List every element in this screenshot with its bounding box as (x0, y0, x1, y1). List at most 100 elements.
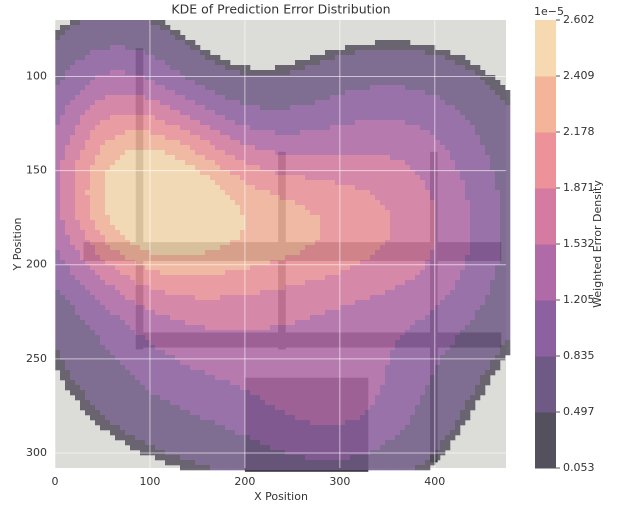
density-cell (305, 250, 310, 255)
density-cell (295, 315, 300, 320)
density-cell (125, 360, 130, 365)
density-cell (190, 235, 195, 240)
density-cell (115, 365, 120, 370)
density-cell (125, 275, 130, 280)
density-cell (210, 385, 215, 390)
density-cell (265, 465, 270, 470)
density-cell (330, 375, 335, 380)
density-cell (270, 290, 275, 295)
density-cell (220, 225, 225, 230)
density-cell (300, 235, 305, 240)
density-cell (315, 410, 320, 415)
density-cell (210, 310, 215, 315)
density-cell (170, 105, 175, 110)
density-cell (255, 85, 260, 90)
density-cell (320, 230, 325, 235)
density-cell (110, 20, 115, 25)
density-cell (70, 115, 75, 120)
density-cell (255, 105, 260, 110)
density-cell (295, 290, 300, 295)
density-cell (100, 330, 105, 335)
density-cell (255, 90, 260, 95)
density-cell (180, 60, 185, 65)
density-cell (245, 365, 250, 370)
density-cell (285, 135, 290, 140)
density-cell (170, 345, 175, 350)
density-cell (180, 255, 185, 260)
density-cell (345, 380, 350, 385)
density-cell (315, 265, 320, 270)
density-cell (275, 310, 280, 315)
density-cell (275, 205, 280, 210)
density-cell (95, 240, 100, 245)
density-cell (255, 420, 260, 425)
density-cell (230, 190, 235, 195)
density-cell (280, 340, 285, 345)
density-cell (325, 310, 330, 315)
density-cell (355, 160, 360, 165)
density-cell (225, 100, 230, 105)
density-cell (190, 405, 195, 410)
density-cell (200, 250, 205, 255)
density-cell (340, 285, 345, 290)
density-cell (175, 345, 180, 350)
density-cell (230, 70, 235, 75)
density-cell (150, 400, 155, 405)
density-cell (185, 220, 190, 225)
density-cell (250, 200, 255, 205)
density-cell (250, 70, 255, 75)
density-cell (310, 285, 315, 290)
density-cell (130, 225, 135, 230)
density-cell (230, 150, 235, 155)
density-cell (205, 320, 210, 325)
density-cell (220, 345, 225, 350)
density-cell (355, 135, 360, 140)
density-cell (345, 300, 350, 305)
density-cell (340, 265, 345, 270)
density-cell (185, 350, 190, 355)
density-cell (180, 280, 185, 285)
density-cell (135, 70, 140, 75)
density-cell (55, 180, 60, 185)
density-cell (210, 180, 215, 185)
density-cell (290, 145, 295, 150)
density-cell (315, 205, 320, 210)
density-cell (305, 220, 310, 225)
density-cell (215, 100, 220, 105)
density-cell (150, 30, 155, 35)
density-cell (350, 155, 355, 160)
density-cell (175, 280, 180, 285)
density-cell (250, 230, 255, 235)
density-cell (265, 420, 270, 425)
density-cell (265, 370, 270, 375)
density-cell (95, 330, 100, 335)
density-cell (300, 60, 305, 65)
density-cell (130, 275, 135, 280)
density-cell (155, 305, 160, 310)
density-cell (150, 290, 155, 295)
density-cell (295, 160, 300, 165)
density-cell (330, 240, 335, 245)
density-cell (110, 215, 115, 220)
density-cell (155, 205, 160, 210)
density-cell (180, 220, 185, 225)
density-cell (265, 300, 270, 305)
density-cell (190, 160, 195, 165)
density-cell (215, 110, 220, 115)
density-cell (330, 100, 335, 105)
density-cell (345, 55, 350, 60)
density-cell (155, 30, 160, 35)
density-cell (345, 235, 350, 240)
density-cell (305, 205, 310, 210)
density-cell (100, 120, 105, 125)
density-cell (175, 50, 180, 55)
density-cell (195, 370, 200, 375)
density-cell (290, 280, 295, 285)
density-cell (65, 65, 70, 70)
density-cell (230, 65, 235, 70)
density-cell (115, 295, 120, 300)
density-cell (190, 460, 195, 465)
density-cell (275, 345, 280, 350)
density-cell (350, 185, 355, 190)
density-cell (175, 40, 180, 45)
